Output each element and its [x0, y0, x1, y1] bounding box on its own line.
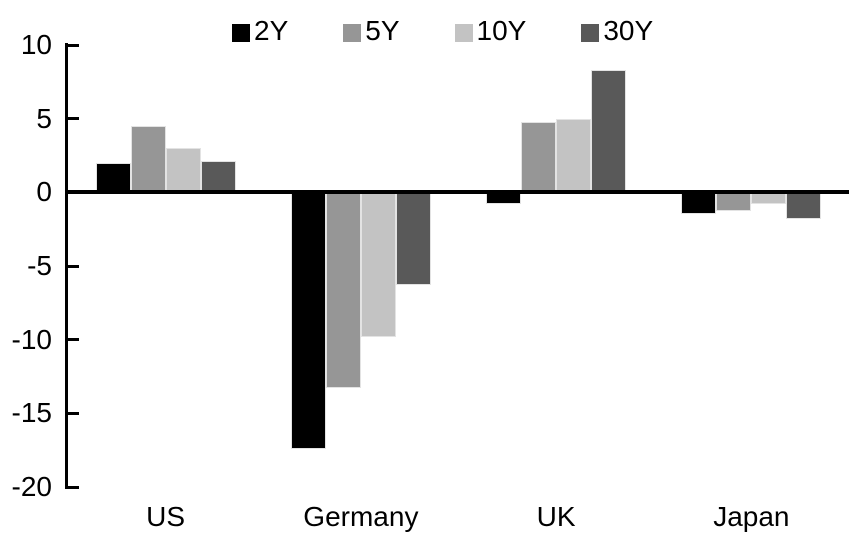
y-tick--5 — [68, 264, 79, 268]
bar-germany-5y — [325, 192, 361, 389]
legend-swatch-10y-icon — [454, 23, 473, 42]
y-tick-label-0: 0 — [36, 176, 52, 208]
category-label-uk: UK — [536, 501, 576, 532]
legend-swatch-5y-icon — [343, 23, 362, 42]
bar-us-2y — [95, 162, 131, 193]
bar-germany-10y — [360, 192, 396, 337]
legend-swatch-30y-icon — [581, 23, 600, 42]
bar-germany-2y — [290, 192, 326, 449]
bar-uk-5y — [521, 121, 557, 193]
legend-label-30y: 30Y — [603, 15, 654, 46]
legend-item-30y: 30Y — [581, 14, 653, 48]
bar-us-5y — [130, 126, 166, 193]
y-tick-label-5: 5 — [36, 102, 52, 134]
y-tick-label-10: 10 — [20, 29, 52, 60]
bar-uk-30y — [591, 70, 627, 193]
legend-item-10y: 10Y — [454, 14, 527, 48]
bar-us-30y — [200, 161, 236, 193]
bar-uk-10y — [556, 118, 592, 193]
legend-label-10y: 10Y — [476, 15, 527, 46]
bar-germany-30y — [395, 192, 431, 286]
legend-label-2y: 2Y — [254, 15, 289, 46]
bar-japan-5y — [716, 192, 752, 212]
legend-item-2y: 2Y — [232, 14, 288, 48]
y-tick-label--10: -10 — [11, 323, 52, 355]
y-axis-line — [65, 43, 68, 489]
y-tick--20 — [68, 485, 79, 489]
y-tick-label--5: -5 — [27, 250, 52, 281]
legend: 2Y 5Y 10Y 30Y — [232, 14, 653, 48]
bar-japan-30y — [786, 192, 822, 219]
category-label-japan: Japan — [713, 501, 790, 532]
y-tick-label--20: -20 — [11, 471, 52, 502]
x-axis-zero-line — [65, 190, 849, 195]
legend-swatch-2y-icon — [232, 23, 250, 42]
bar-us-10y — [165, 148, 201, 193]
category-label-germany: Germany — [303, 501, 419, 532]
y-tick--10 — [68, 338, 79, 342]
y-tick-5 — [68, 117, 79, 121]
category-label-us: US — [146, 501, 186, 532]
y-tick--15 — [68, 411, 79, 415]
y-tick-10 — [68, 43, 79, 47]
legend-item-5y: 5Y — [343, 14, 400, 48]
bar-japan-2y — [681, 192, 717, 215]
legend-label-5y: 5Y — [365, 15, 400, 46]
y-tick-label--15: -15 — [11, 397, 52, 429]
